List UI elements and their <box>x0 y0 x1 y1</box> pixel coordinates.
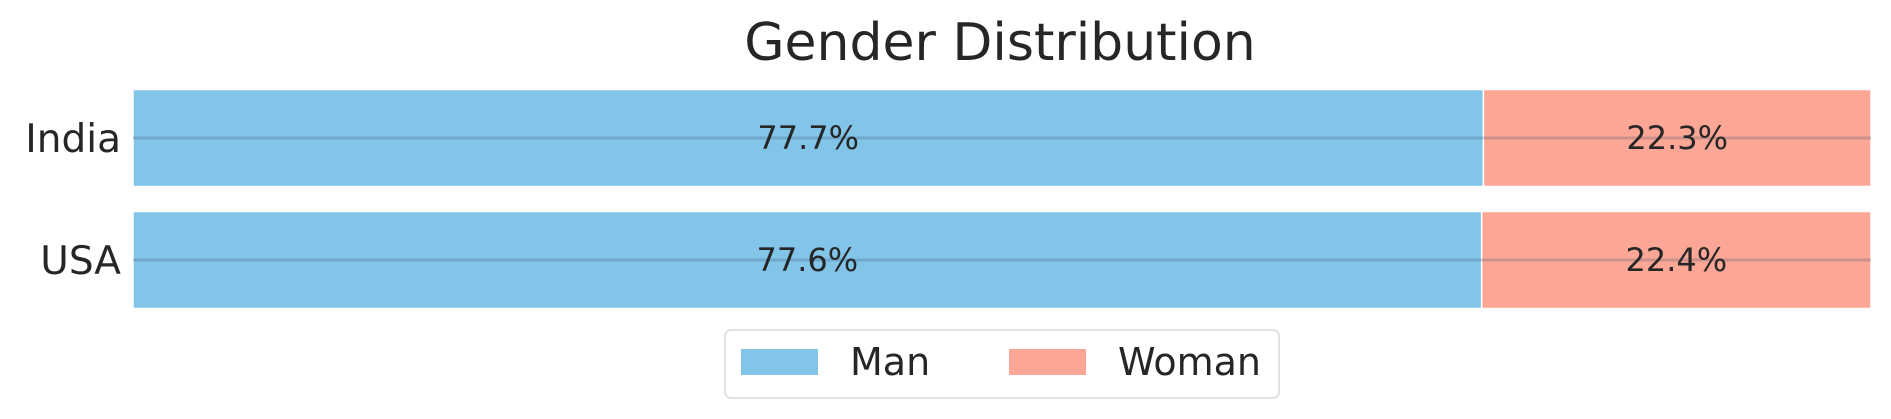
legend-swatch-woman <box>1009 349 1086 375</box>
bar-india-man <box>132 88 1485 188</box>
y-tick-label-india: India <box>25 117 121 162</box>
data-label-india-woman: 22.3% <box>1626 119 1728 157</box>
data-label-usa-man: 77.6% <box>757 241 859 279</box>
bar-india-woman <box>1482 88 1872 188</box>
chart-title: Gender Distribution <box>744 13 1256 73</box>
legend: Man Woman <box>724 329 1280 399</box>
bar-usa-man <box>132 210 1483 310</box>
y-axis-ticks: India USA <box>25 117 121 284</box>
legend-label-man: Man <box>850 340 930 384</box>
data-label-usa-woman: 22.4% <box>1626 241 1728 279</box>
legend-label-woman: Woman <box>1118 340 1261 384</box>
y-tick-label-usa: USA <box>40 239 121 284</box>
plot-area <box>132 88 1872 310</box>
legend-frame <box>724 329 1280 399</box>
legend-swatch-man <box>741 349 818 375</box>
bar-usa-woman <box>1480 210 1872 310</box>
data-labels: 77.7% 22.3% 77.6% 22.4% <box>757 119 1729 279</box>
data-label-india-man: 77.7% <box>757 119 859 157</box>
